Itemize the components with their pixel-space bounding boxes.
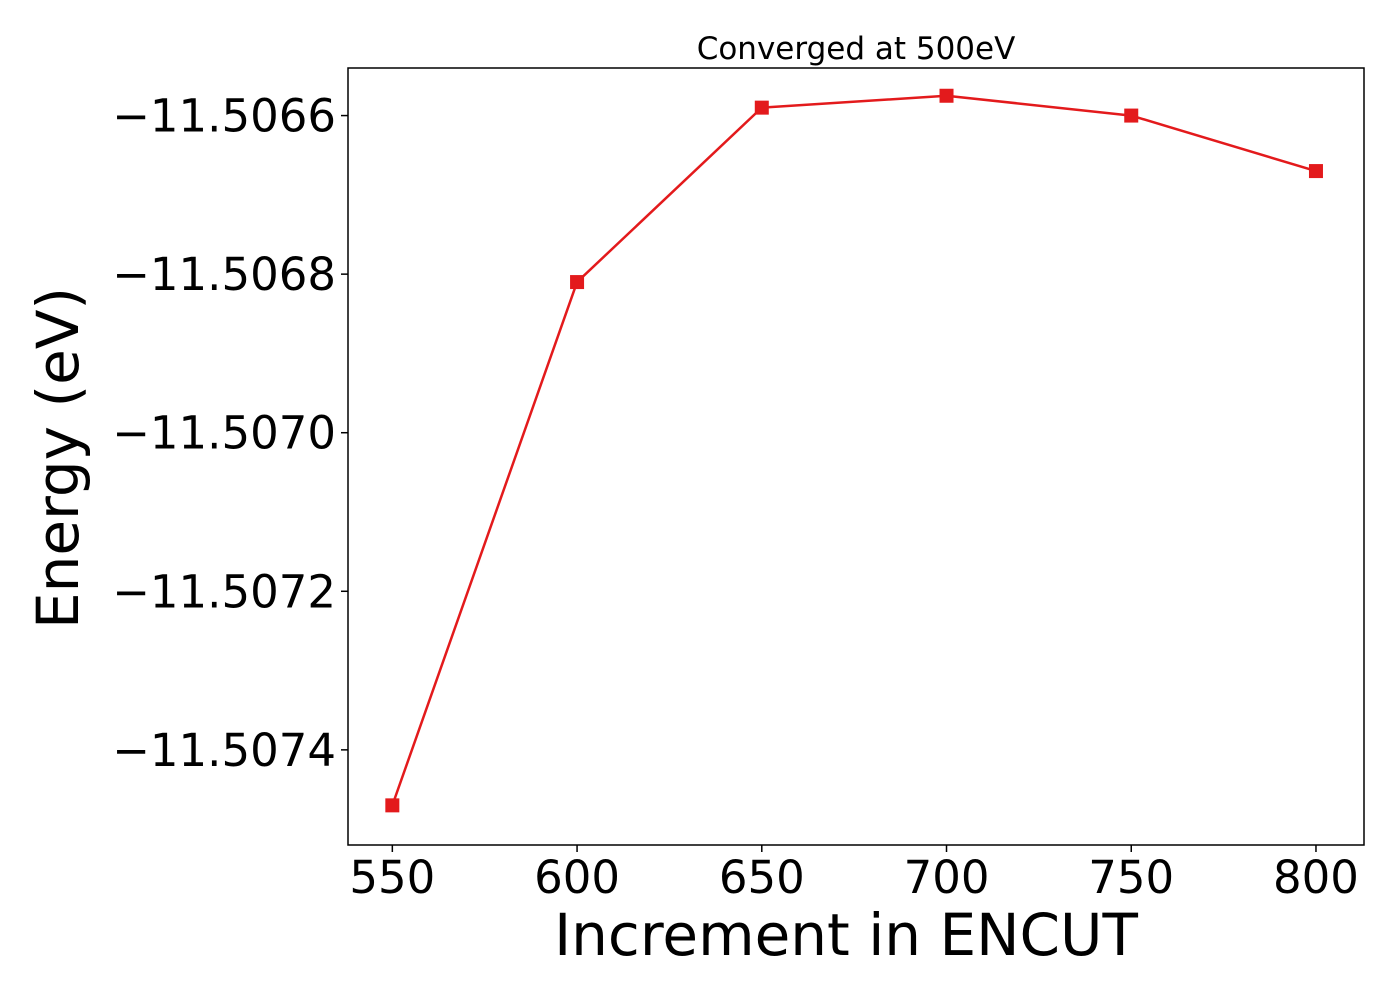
- data-point: [1308, 164, 1323, 179]
- data-point: [570, 275, 585, 290]
- data-point: [1124, 108, 1139, 123]
- data-point: [385, 798, 400, 813]
- y-tick-label: −11.5066: [112, 90, 336, 143]
- y-axis-label: Energy (eV): [24, 287, 92, 629]
- x-tick-label: 700: [904, 851, 990, 904]
- x-tick-label: 650: [719, 851, 805, 904]
- x-tick-label: 550: [349, 851, 435, 904]
- y-axis-ticks: −11.5066 −11.5068 −11.5070 −11.5072 −11.5074: [112, 90, 348, 777]
- series-line: [391, 94, 1317, 806]
- x-tick-label: 600: [534, 851, 620, 904]
- plot-area: [385, 88, 1323, 813]
- y-tick-label: −11.5072: [112, 565, 336, 618]
- x-tick-label: 800: [1273, 851, 1359, 904]
- y-tick-label: −11.5070: [112, 407, 336, 460]
- y-tick-label: −11.5068: [112, 248, 336, 301]
- y-tick-label: −11.5074: [112, 724, 336, 777]
- chart-title: Converged at 500eV: [697, 31, 1016, 67]
- data-point: [939, 88, 954, 103]
- x-axis-label: Increment in ENCUT: [554, 901, 1138, 969]
- data-point: [754, 100, 769, 115]
- x-axis-ticks: 550 600 650 700 750 800: [349, 845, 1359, 904]
- x-tick-label: 750: [1088, 851, 1174, 904]
- plot-frame: [347, 67, 1365, 846]
